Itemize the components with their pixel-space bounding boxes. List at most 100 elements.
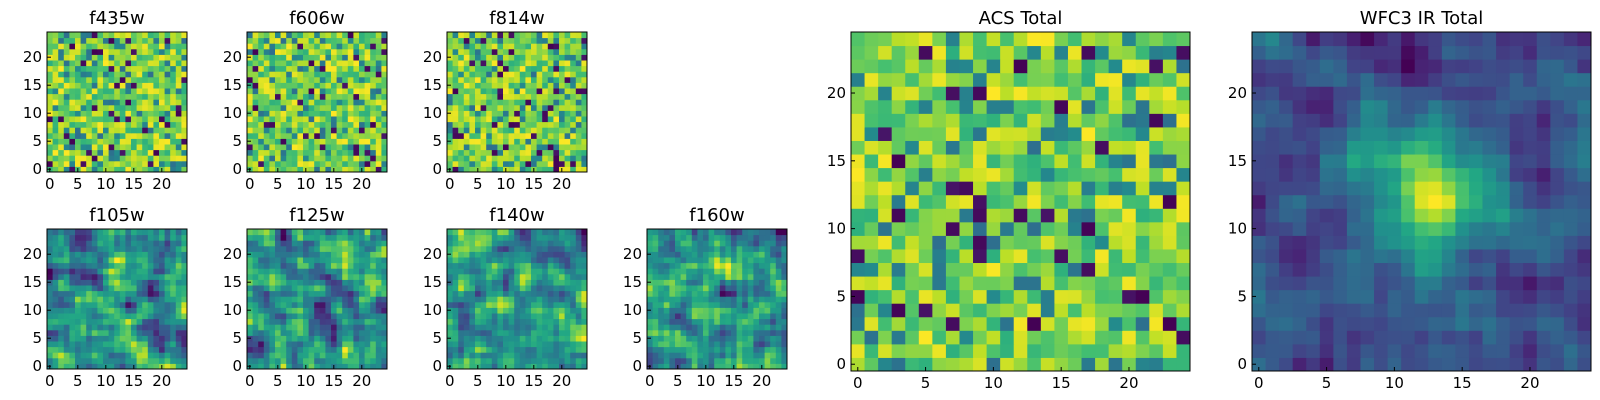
heatmap-cell xyxy=(291,313,298,320)
heatmap-cell xyxy=(753,290,760,297)
heatmap-cell xyxy=(280,99,287,106)
heatmap-cell xyxy=(647,329,654,336)
heatmap-cell xyxy=(497,110,504,117)
heatmap-cell xyxy=(486,262,493,269)
heatmap-cell xyxy=(475,116,482,123)
heatmap-cell xyxy=(63,166,70,173)
heatmap-cell xyxy=(570,329,577,336)
heatmap-cell xyxy=(1054,126,1069,141)
heatmap-cell xyxy=(336,346,343,353)
heatmap-cell xyxy=(1067,208,1083,223)
heatmap-cell xyxy=(469,160,476,167)
heatmap-cell xyxy=(108,329,115,336)
heatmap-cell xyxy=(547,290,554,297)
heatmap-cell xyxy=(303,32,310,39)
heatmap-cell xyxy=(170,116,177,123)
heatmap-cell xyxy=(542,155,549,162)
heatmap-cell xyxy=(97,352,104,359)
heatmap-cell xyxy=(491,166,498,173)
heatmap-cell xyxy=(581,54,588,61)
heatmap-cell xyxy=(69,268,76,275)
heatmap-cell xyxy=(247,290,254,297)
heatmap-cell xyxy=(325,296,332,303)
heatmap-cell xyxy=(75,104,82,111)
heatmap-cell xyxy=(280,268,287,275)
heatmap-cell xyxy=(114,60,121,67)
heatmap-cell xyxy=(1095,289,1110,304)
heatmap-cell xyxy=(247,71,254,78)
heatmap-cell xyxy=(469,88,476,95)
heatmap-cell xyxy=(575,132,582,139)
heatmap-cell xyxy=(658,240,665,247)
heatmap-cell xyxy=(878,316,893,331)
heatmap-cell xyxy=(447,296,454,303)
heatmap-cell xyxy=(503,229,510,236)
heatmap-cell xyxy=(69,93,76,100)
heatmap-cell xyxy=(525,54,532,61)
heatmap-cell xyxy=(503,296,510,303)
heatmap-cell xyxy=(686,363,693,370)
heatmap-cell xyxy=(286,307,293,314)
heatmap-cell xyxy=(486,245,493,252)
heatmap-cell xyxy=(353,245,360,252)
heatmap-cell xyxy=(263,127,270,134)
heatmap-cell xyxy=(125,257,132,264)
heatmap-cell xyxy=(336,273,343,280)
heatmap-cell xyxy=(486,88,493,95)
heatmap-cell xyxy=(269,329,276,336)
heatmap-cell xyxy=(663,240,670,247)
heatmap-cell xyxy=(564,144,571,151)
heatmap-cell xyxy=(1013,140,1028,155)
heatmap-cell xyxy=(97,296,104,303)
heatmap-cell xyxy=(542,76,549,83)
heatmap-cell xyxy=(119,268,126,275)
heatmap-cell xyxy=(486,160,493,167)
heatmap-cell xyxy=(303,155,310,162)
heatmap-cell xyxy=(547,166,554,173)
heatmap-cell xyxy=(52,149,59,156)
heatmap-cell xyxy=(905,221,920,236)
heatmap-cell xyxy=(80,335,87,342)
heatmap-cell xyxy=(680,240,687,247)
heatmap-cell xyxy=(742,346,749,353)
heatmap-cell xyxy=(291,346,298,353)
heatmap-cell xyxy=(1027,208,1042,223)
heatmap-cell xyxy=(108,54,115,61)
heatmap-cell xyxy=(1067,154,1083,169)
heatmap-cell xyxy=(125,155,132,162)
heatmap-cell xyxy=(47,257,54,264)
heatmap-cell xyxy=(458,251,465,258)
y-tick-label: 0 xyxy=(432,160,442,178)
heatmap-cell xyxy=(175,329,182,336)
heatmap-cell xyxy=(297,65,304,72)
heatmap-cell xyxy=(80,149,87,156)
heatmap-cell xyxy=(497,335,504,342)
heatmap-cell xyxy=(570,110,577,117)
heatmap-cell xyxy=(1067,235,1083,250)
heatmap-cell xyxy=(742,262,749,269)
heatmap-cell xyxy=(303,352,310,359)
heatmap-cell xyxy=(452,324,459,331)
heatmap-cell xyxy=(258,251,265,258)
y-tick-label: 5 xyxy=(432,329,442,347)
heatmap-cell xyxy=(1040,221,1055,236)
heatmap-cell xyxy=(542,121,549,128)
heatmap-cell xyxy=(658,313,665,320)
heatmap-cell xyxy=(680,285,687,292)
heatmap-cell xyxy=(291,32,298,39)
heatmap-cell xyxy=(142,60,149,67)
heatmap-cell xyxy=(263,313,270,320)
heatmap-cell xyxy=(775,357,782,364)
heatmap-cell xyxy=(559,257,566,264)
heatmap-cell xyxy=(781,268,788,275)
heatmap-cell xyxy=(108,257,115,264)
heatmap-cell xyxy=(297,341,304,348)
heatmap-cell xyxy=(181,48,188,55)
heatmap-cell xyxy=(519,71,526,78)
heatmap-cell xyxy=(131,76,138,83)
heatmap-cell xyxy=(708,357,715,364)
heatmap-cell xyxy=(153,116,160,123)
heatmap-cell xyxy=(781,363,788,370)
heatmap-cell xyxy=(508,234,515,241)
heatmap-cell xyxy=(1149,289,1164,304)
